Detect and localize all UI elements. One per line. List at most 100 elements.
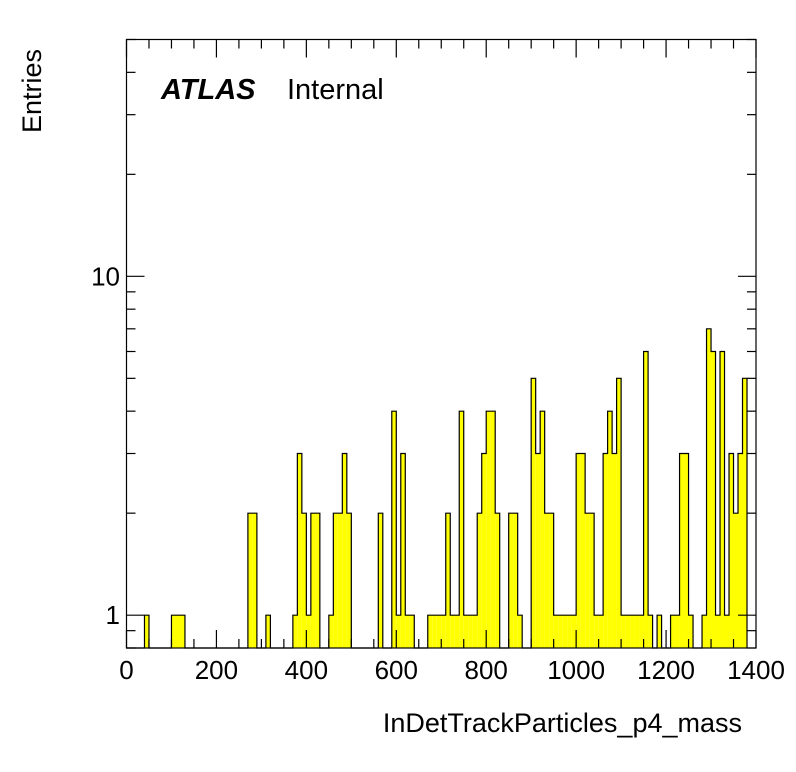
x-tick-label: 200 xyxy=(195,655,238,685)
histogram-outline xyxy=(126,328,748,649)
histogram-bin xyxy=(580,453,586,648)
histogram-bin xyxy=(427,615,433,648)
histogram-bin xyxy=(328,615,334,648)
histogram-bin xyxy=(463,615,469,648)
histogram-bin xyxy=(715,615,721,648)
histogram-bin xyxy=(621,615,626,648)
x-axis-title: InDetTrackParticles_p4_mass xyxy=(383,708,742,738)
histogram-bin xyxy=(400,453,406,648)
histogram-bin xyxy=(454,615,460,648)
histogram-bin xyxy=(553,615,559,648)
histogram-bin xyxy=(571,615,577,648)
histogram-bin xyxy=(378,513,383,648)
histogram-bin xyxy=(486,411,491,648)
histogram-bin xyxy=(558,615,563,648)
histogram-bin xyxy=(405,615,410,648)
histogram-bin xyxy=(598,615,604,648)
histogram-bin xyxy=(675,615,680,648)
histogram-bin xyxy=(445,513,451,648)
histogram-bin xyxy=(333,513,338,648)
histogram-bin xyxy=(531,378,536,648)
histogram-bin xyxy=(720,351,725,648)
histogram-bin xyxy=(310,513,316,648)
histogram-bars xyxy=(126,328,748,649)
histogram-bin xyxy=(630,615,635,648)
histogram-bin xyxy=(738,453,743,648)
histogram-bin xyxy=(657,615,662,648)
histogram-bin xyxy=(594,615,599,648)
histogram-bin xyxy=(252,513,257,648)
histogram-bin xyxy=(436,615,442,648)
histogram-bin xyxy=(477,513,482,648)
x-tick-label: 0 xyxy=(119,655,133,685)
histogram-bin xyxy=(450,615,455,648)
y-axis-title: Entries xyxy=(17,49,47,133)
histogram-bin xyxy=(711,351,716,648)
histogram-bin xyxy=(391,411,397,648)
histogram-bin xyxy=(301,513,307,648)
histogram-bin xyxy=(495,513,500,648)
histogram-bin xyxy=(265,615,271,648)
x-tick-label: 1200 xyxy=(637,655,695,685)
histogram-bin xyxy=(306,615,311,648)
histogram-bin xyxy=(315,513,320,648)
histogram-bin xyxy=(639,615,644,648)
histogram-bin xyxy=(441,615,446,648)
histogram-bin xyxy=(670,615,676,648)
histogram-bin xyxy=(733,513,739,648)
histogram-bin xyxy=(409,615,415,648)
histogram-bin xyxy=(396,615,401,648)
histogram-bin xyxy=(535,453,541,648)
histogram-bin xyxy=(508,513,514,648)
histogram-bin xyxy=(607,411,613,648)
histogram-bin xyxy=(576,453,581,648)
histogram-bin xyxy=(292,615,298,648)
histogram-bin xyxy=(468,615,473,648)
axis-ticks xyxy=(125,38,757,649)
histogram-bin xyxy=(472,615,478,648)
y-tick-label: 1 xyxy=(106,600,120,630)
histogram-bin xyxy=(481,453,487,648)
histogram-bin xyxy=(549,513,554,648)
histogram-bin xyxy=(724,615,730,648)
x-tick-label: 1400 xyxy=(727,655,785,685)
histogram-bin xyxy=(679,453,685,648)
histogram-bin xyxy=(175,615,181,648)
histogram-bin xyxy=(603,453,608,648)
histogram-bin xyxy=(180,615,185,648)
histogram-bin xyxy=(432,615,437,648)
histogram-bin xyxy=(337,513,343,648)
histogram-bin xyxy=(706,328,712,648)
histogram-bin xyxy=(643,351,649,648)
tick-labels: 0 200 400 600 800 1000 1200 1400 1 10 xyxy=(91,261,785,685)
histogram-bin xyxy=(648,615,653,648)
histogram-bin xyxy=(585,513,590,648)
internal-label: Internal xyxy=(287,74,384,106)
histogram-bin xyxy=(562,615,568,648)
histogram-bin xyxy=(297,453,302,648)
histogram-bin xyxy=(589,513,595,648)
x-tick-label: 800 xyxy=(465,655,508,685)
histogram-bin xyxy=(688,615,694,648)
histogram-bin xyxy=(490,411,496,648)
histogram-bin xyxy=(616,378,622,648)
histogram-bin xyxy=(742,378,748,648)
histogram-bin xyxy=(702,615,707,648)
histogram-bin xyxy=(459,411,464,648)
x-tick-label: 1000 xyxy=(547,655,605,685)
histogram-bin xyxy=(567,615,572,648)
plot-frame xyxy=(125,38,757,649)
histogram-bin xyxy=(171,615,176,648)
histogram-bin xyxy=(513,513,518,648)
y-tick-label: 10 xyxy=(91,261,120,291)
histogram-bin xyxy=(346,513,352,648)
x-tick-label: 400 xyxy=(285,655,328,685)
axes-box xyxy=(125,38,757,649)
histogram-bin xyxy=(634,615,640,648)
histogram-bin xyxy=(612,453,617,648)
histogram-bin xyxy=(729,453,734,648)
histogram-bin xyxy=(544,513,550,648)
histogram-bin xyxy=(540,411,545,648)
x-tick-label: 600 xyxy=(375,655,418,685)
